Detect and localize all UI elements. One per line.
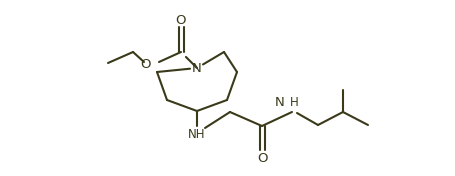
Text: NH: NH <box>188 128 206 142</box>
Text: O: O <box>141 58 151 71</box>
Text: O: O <box>257 152 267 165</box>
Text: O: O <box>176 14 186 27</box>
Text: N: N <box>275 96 285 109</box>
Text: N: N <box>192 61 202 74</box>
Text: H: H <box>290 96 299 109</box>
